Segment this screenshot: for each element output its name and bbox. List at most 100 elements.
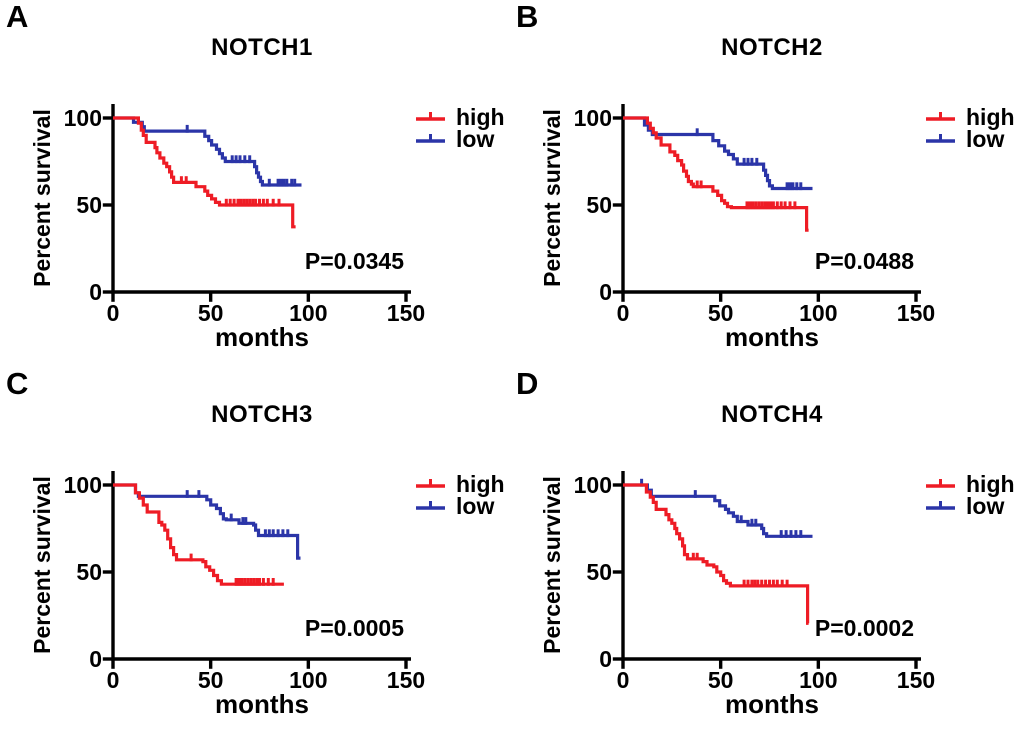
legend-symbol-high-icon — [416, 112, 445, 121]
censor-ticks-low — [185, 490, 290, 538]
km-plot — [612, 104, 921, 302]
p-value-label: P=0.0345 — [304, 248, 404, 274]
axes — [621, 104, 921, 294]
legend-symbol-low-icon — [926, 501, 955, 510]
legend-symbol-high-icon — [926, 112, 955, 121]
x-tick-label: 50 — [707, 300, 734, 326]
x-tick-label: 100 — [799, 300, 838, 326]
survival-curve-low — [623, 483, 813, 538]
y-tick-label: 0 — [599, 279, 612, 305]
survival-curve-high — [623, 483, 810, 625]
axes — [621, 471, 921, 661]
x-tick-label: 50 — [197, 300, 224, 326]
x-tick-label: 0 — [616, 667, 630, 693]
legend-item-high: high — [924, 471, 1015, 497]
panel-label: B — [516, 0, 539, 34]
censor-ticks-low — [640, 478, 803, 538]
survival-curve-low — [113, 483, 301, 560]
x-axis-title: months — [215, 322, 309, 352]
panel-a: A NOTCH1 Percent survival months P=0.0345 100… — [0, 0, 510, 367]
panel-label: D — [516, 366, 539, 401]
legend-symbol-low-icon — [416, 501, 445, 510]
legend-label-high: high — [966, 104, 1015, 130]
chart-title: NOTCH1 — [211, 34, 313, 61]
survival-curve-high — [113, 483, 284, 586]
x-tick-label: 150 — [386, 667, 426, 693]
censor-ticks-high — [691, 552, 789, 588]
legend-label-low: low — [966, 493, 1005, 519]
censor-ticks-high — [695, 180, 797, 210]
y-tick-label: 50 — [76, 192, 102, 218]
legend-label-low: low — [456, 493, 495, 519]
legend-item-high: high — [414, 471, 505, 497]
legend-item-low: low — [414, 126, 505, 152]
x-tick-label: 100 — [289, 667, 328, 693]
x-tick-label: 50 — [197, 667, 224, 693]
legend-label-high: high — [966, 471, 1015, 497]
km-plot — [102, 471, 411, 669]
legend-symbol-high-icon — [416, 479, 445, 488]
legend-item-low: low — [924, 493, 1015, 519]
x-tick-label: 150 — [896, 300, 936, 326]
y-tick-label: 0 — [599, 646, 612, 672]
panel-d: D NOTCH4 Percent survival months P=0.0002 100… — [510, 367, 1020, 734]
x-tick-label: 0 — [106, 667, 120, 693]
legend: high low — [924, 104, 1015, 152]
legend-item-low: low — [414, 493, 505, 519]
censor-ticks-low — [185, 124, 297, 187]
km-plot — [102, 104, 411, 302]
censor-ticks-high — [179, 176, 281, 207]
legend-label-low: low — [456, 126, 495, 152]
y-tick-label: 0 — [89, 646, 102, 672]
x-axis-title: months — [725, 689, 819, 719]
y-tick-label: 50 — [586, 559, 612, 585]
panel-label: C — [6, 366, 29, 401]
chart-title: NOTCH2 — [721, 34, 823, 61]
legend-symbol-high-icon — [926, 479, 955, 488]
y-tick-label: 0 — [89, 279, 102, 305]
legend-item-high: high — [924, 104, 1015, 130]
legend-label-high: high — [456, 471, 505, 497]
x-tick-label: 100 — [799, 667, 838, 693]
survival-curve-high — [113, 116, 296, 229]
legend-item-low: low — [924, 126, 1015, 152]
y-tick-label: 100 — [63, 105, 102, 131]
y-tick-label: 100 — [573, 472, 612, 498]
panel-b: B NOTCH2 Percent survival months P=0.0488 100… — [510, 0, 1020, 367]
panel-label: A — [6, 0, 29, 34]
survival-curve-high — [623, 116, 809, 232]
x-axis-title: months — [215, 689, 309, 719]
chart-title: NOTCH4 — [721, 401, 823, 428]
censor-ticks-high — [189, 553, 275, 586]
legend: high low — [414, 471, 505, 519]
x-tick-label: 0 — [616, 300, 630, 326]
censor-ticks-low — [695, 128, 803, 191]
legend-symbol-low-icon — [926, 134, 955, 143]
x-tick-label: 150 — [386, 300, 426, 326]
x-axis-title: months — [725, 322, 819, 352]
x-tick-label: 100 — [289, 300, 328, 326]
p-value-label: P=0.0002 — [814, 615, 914, 641]
legend: high low — [414, 104, 505, 152]
legend: high low — [924, 471, 1015, 519]
axes — [111, 471, 411, 661]
p-value-label: P=0.0488 — [814, 248, 914, 274]
x-tick-label: 150 — [896, 667, 936, 693]
km-plot — [612, 471, 921, 669]
y-tick-label: 100 — [63, 472, 102, 498]
y-tick-label: 50 — [586, 192, 612, 218]
chart-title: NOTCH3 — [211, 401, 313, 428]
p-value-label: P=0.0005 — [304, 615, 404, 641]
x-tick-label: 0 — [106, 300, 120, 326]
legend-item-high: high — [414, 104, 505, 130]
y-tick-label: 100 — [573, 105, 612, 131]
x-tick-label: 50 — [707, 667, 734, 693]
legend-symbol-low-icon — [416, 134, 445, 143]
survival-curve-low — [113, 116, 302, 187]
panel-c: C NOTCH3 Percent survival months P=0.0005 100… — [0, 367, 510, 734]
legend-label-low: low — [966, 126, 1005, 152]
legend-label-high: high — [456, 104, 505, 130]
y-tick-label: 50 — [76, 559, 102, 585]
survival-curve-low — [623, 116, 813, 191]
